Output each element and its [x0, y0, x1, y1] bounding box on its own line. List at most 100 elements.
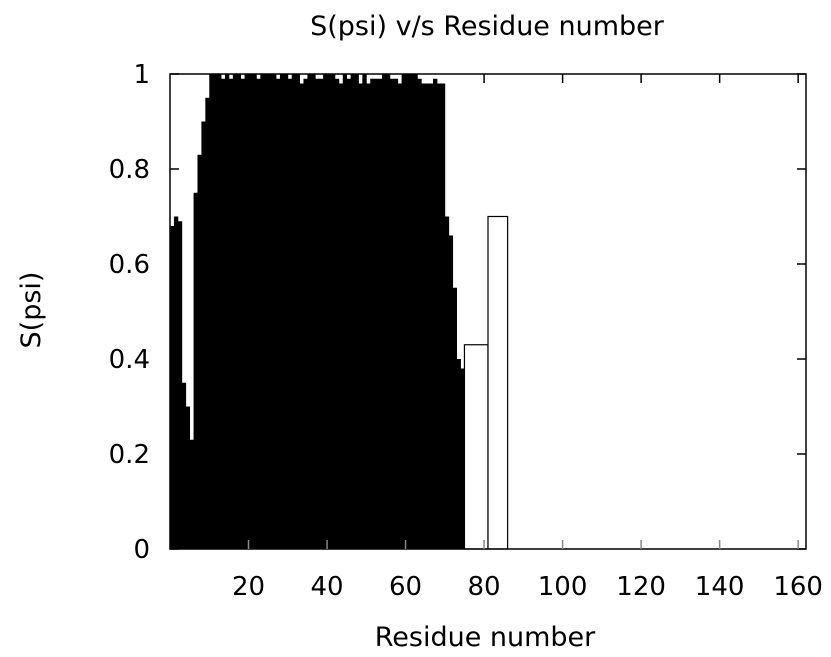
y-tick-label: 0 — [133, 535, 150, 565]
bar — [334, 78, 340, 549]
bar — [252, 74, 257, 549]
bar — [378, 78, 383, 549]
outline-bar-series — [463, 215, 509, 550]
bar — [201, 121, 206, 549]
y-tick-label: 0.6 — [109, 250, 150, 280]
bar — [393, 78, 399, 549]
bar — [279, 74, 285, 549]
bar — [362, 74, 367, 549]
bar — [397, 83, 403, 549]
bar — [338, 83, 344, 549]
bar — [228, 78, 234, 549]
bar — [205, 97, 210, 549]
x-tick-label: 100 — [538, 572, 588, 602]
bar — [401, 74, 406, 549]
bar — [256, 78, 261, 549]
bar — [385, 74, 391, 549]
bar — [177, 221, 183, 549]
y-tick-label: 0.8 — [109, 155, 150, 185]
bar — [311, 74, 316, 549]
bar — [217, 74, 222, 549]
bar — [276, 78, 281, 549]
bar — [213, 74, 218, 549]
bar — [303, 78, 308, 549]
bar — [307, 74, 312, 549]
bar — [189, 439, 194, 549]
y-tick-label: 0.2 — [109, 440, 150, 470]
bar — [315, 78, 320, 549]
x-tick-label: 160 — [773, 572, 823, 602]
x-axis: 20 40 60 80 100 120 140 160 — [232, 74, 823, 602]
bar — [389, 78, 395, 549]
bar — [327, 74, 332, 549]
y-axis-label: S(psi) — [16, 272, 47, 349]
bar — [240, 78, 245, 549]
bar — [374, 78, 379, 549]
bar — [319, 78, 324, 549]
bar — [272, 74, 277, 549]
outline-bar — [487, 215, 509, 550]
bar — [342, 74, 348, 549]
bar — [460, 368, 465, 549]
bar — [417, 78, 422, 549]
bar — [370, 78, 375, 549]
bar — [436, 83, 442, 549]
bar — [185, 406, 191, 549]
x-axis-label: Residue number — [375, 622, 596, 653]
y-axis: 0 0.2 0.4 0.6 0.8 1 — [109, 60, 806, 565]
bar — [330, 74, 336, 549]
bar — [248, 74, 253, 549]
bar — [433, 78, 438, 549]
bar — [346, 78, 351, 549]
bar — [224, 74, 230, 549]
x-tick-label: 20 — [232, 572, 265, 602]
chart-title: S(psi) v/s Residue number — [310, 11, 665, 42]
bar — [173, 216, 179, 549]
bar — [268, 74, 273, 549]
bar-series — [170, 74, 473, 549]
x-tick-label: 140 — [695, 572, 745, 602]
x-tick-label: 120 — [616, 572, 666, 602]
plot-frame — [169, 73, 807, 550]
bar — [193, 192, 198, 549]
bar — [350, 74, 355, 549]
bar — [221, 78, 226, 549]
bar — [232, 74, 238, 549]
bar — [295, 74, 300, 549]
outline-bar — [463, 344, 489, 550]
bar — [366, 83, 371, 549]
bar — [236, 74, 242, 549]
bar — [244, 74, 249, 549]
bar — [170, 226, 175, 549]
bar — [181, 382, 187, 549]
bar — [409, 74, 414, 549]
bar — [440, 83, 446, 549]
bar — [413, 74, 418, 549]
bar — [405, 74, 410, 549]
bar — [444, 216, 450, 549]
bar — [283, 74, 289, 549]
bar — [197, 154, 202, 549]
bar — [264, 74, 269, 549]
bar — [323, 74, 328, 549]
bar — [354, 74, 359, 549]
bar — [456, 359, 461, 549]
bar — [429, 83, 434, 549]
bar — [425, 83, 430, 549]
bar — [291, 74, 297, 549]
bar — [209, 74, 214, 549]
bar — [452, 287, 457, 549]
bar — [287, 78, 293, 549]
y-tick-label: 0.4 — [109, 345, 150, 375]
x-tick-label: 40 — [310, 572, 343, 602]
x-tick-label: 60 — [389, 572, 422, 602]
bar — [358, 83, 363, 549]
y-tick-label: 1 — [133, 60, 150, 90]
bar — [421, 83, 426, 549]
bar — [382, 74, 387, 549]
x-tick-label: 80 — [468, 572, 501, 602]
bar — [448, 235, 454, 549]
bar — [299, 83, 304, 549]
bar — [260, 74, 265, 549]
